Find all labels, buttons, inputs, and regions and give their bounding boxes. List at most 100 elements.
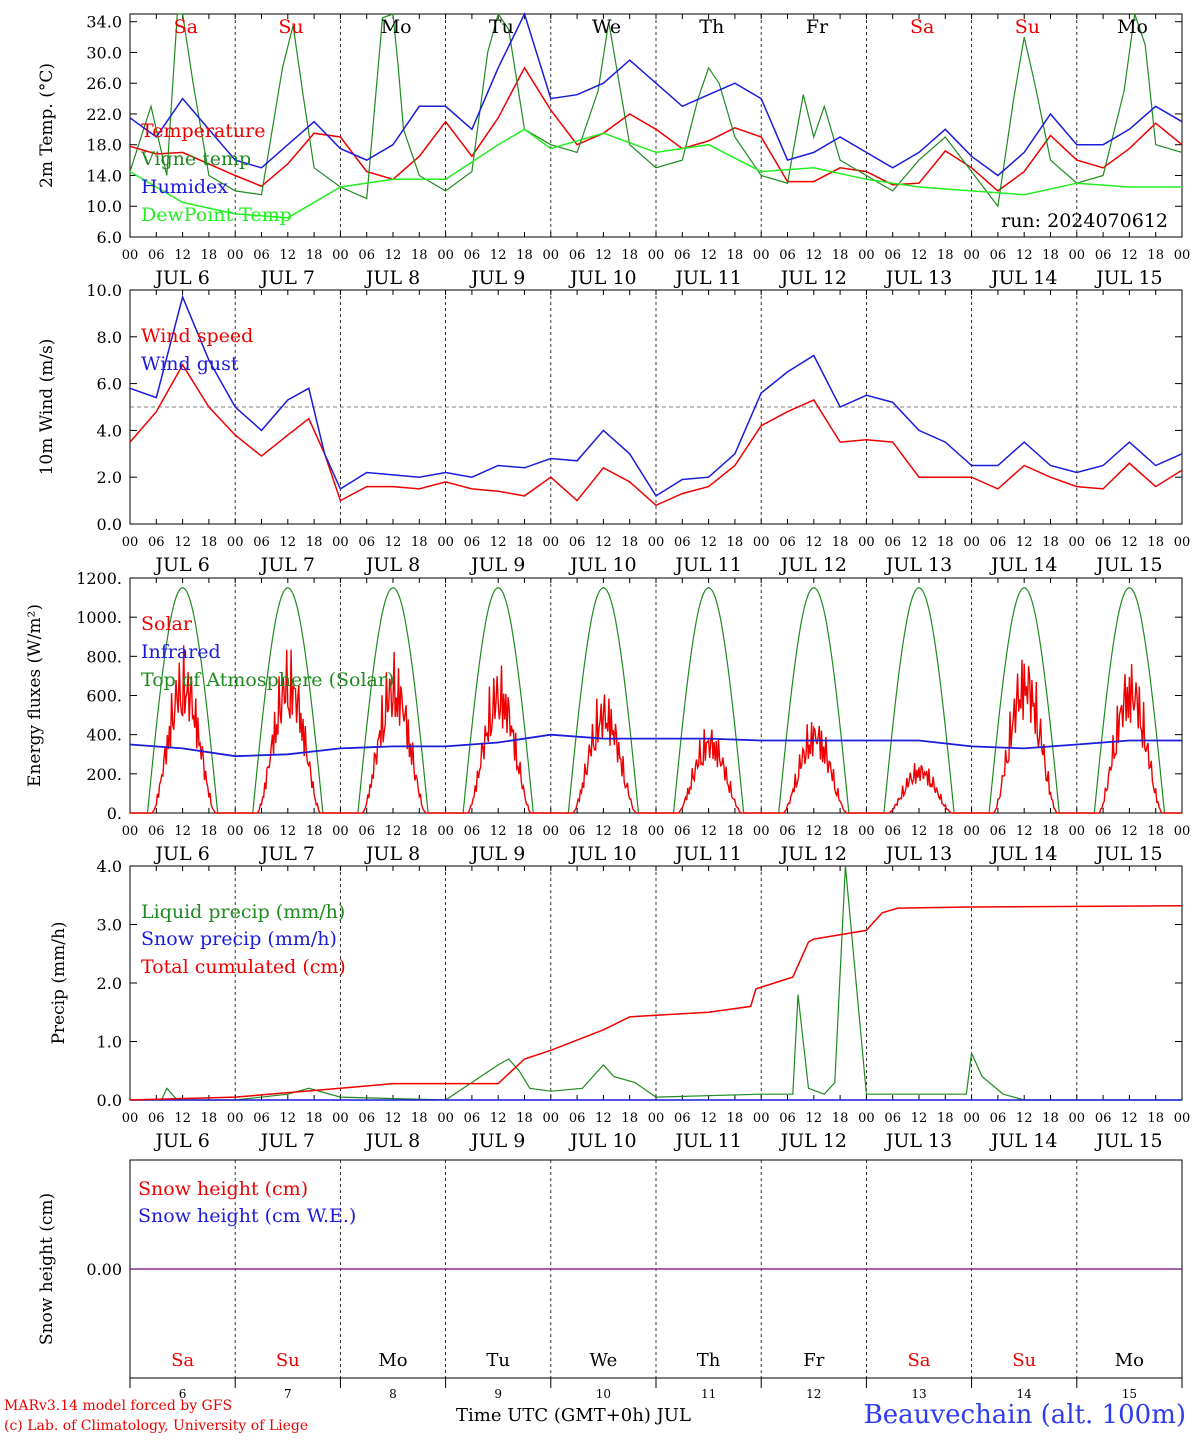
legend-entry: Infrared: [141, 641, 221, 663]
series-dewpoint-temp: [129, 128, 1182, 219]
date-label: JUL 8: [364, 554, 420, 576]
hour-tick-label: 12: [595, 1111, 612, 1126]
day-name-top: Th: [699, 16, 724, 38]
hour-tick-label: 12: [385, 824, 402, 839]
y-tick-label: 600.: [86, 687, 122, 706]
y-tick-label: 10.0: [86, 197, 122, 216]
hour-tick-label: 18: [1147, 535, 1164, 550]
hour-tick-label: 18: [937, 1111, 954, 1126]
day-number-label: 9: [494, 1387, 502, 1401]
y-tick-label: 6.0: [97, 375, 122, 394]
hour-tick-label: 06: [884, 248, 901, 263]
date-label: JUL 10: [568, 1130, 636, 1152]
hour-tick-label: 00: [227, 535, 244, 550]
date-label: JUL 10: [568, 267, 636, 289]
legend-entry: Humidex: [141, 176, 228, 198]
date-label: JUL 6: [153, 267, 209, 289]
y-tick-label: 200.: [86, 765, 122, 784]
hour-tick-label: 18: [1042, 248, 1059, 263]
hour-tick-label: 00: [332, 824, 349, 839]
hour-tick-label: 18: [1042, 535, 1059, 550]
day-name-bottom: Tu: [486, 1350, 510, 1371]
legend-entry: Solar: [141, 613, 193, 635]
hour-tick-label: 06: [990, 824, 1007, 839]
date-label: JUL 7: [259, 1130, 315, 1152]
day-number-label: 15: [1122, 1387, 1137, 1401]
hour-tick-label: 06: [1095, 1111, 1112, 1126]
hour-tick-label: 12: [595, 824, 612, 839]
hour-tick-label: 18: [306, 248, 323, 263]
y-tick-label: 2.0: [97, 468, 122, 487]
hour-tick-label: 00: [1174, 1111, 1191, 1126]
hour-tick-label: 06: [253, 248, 270, 263]
day-name-top: Su: [278, 16, 303, 38]
hour-tick-label: 18: [516, 535, 533, 550]
hour-tick-label: 06: [253, 824, 270, 839]
hour-tick-label: 06: [779, 824, 796, 839]
hour-tick-label: 00: [648, 1111, 665, 1126]
date-label: JUL 12: [779, 1130, 847, 1152]
hour-tick-label: 12: [911, 824, 928, 839]
hour-tick-label: 12: [174, 535, 191, 550]
hour-tick-label: 06: [358, 535, 375, 550]
date-label: JUL 8: [364, 267, 420, 289]
hour-tick-label: 00: [753, 535, 770, 550]
series-solar: [130, 645, 1182, 814]
hour-tick-label: 18: [621, 824, 638, 839]
date-label: JUL 15: [1094, 267, 1162, 289]
y-tick-label: 800.: [86, 647, 122, 666]
date-label: JUL 12: [779, 267, 847, 289]
hour-tick-label: 12: [1016, 1111, 1033, 1126]
hour-tick-label: 18: [1042, 1111, 1059, 1126]
hour-tick-label: 12: [806, 1111, 823, 1126]
day-name-top: We: [592, 16, 621, 38]
y-tick-label: 400.: [86, 726, 122, 745]
y-tick-label: 0.0: [97, 515, 122, 534]
hour-tick-label: 18: [937, 824, 954, 839]
hour-tick-label: 12: [700, 248, 717, 263]
hour-tick-label: 00: [648, 824, 665, 839]
hour-tick-label: 12: [385, 535, 402, 550]
date-label: JUL 9: [469, 267, 525, 289]
day-name-bottom: Mo: [1115, 1350, 1144, 1371]
hour-tick-label: 18: [621, 535, 638, 550]
hour-tick-label: 06: [569, 1111, 586, 1126]
hour-tick-label: 12: [1121, 1111, 1138, 1126]
hour-tick-label: 18: [937, 248, 954, 263]
legend-entry: Vigne temp: [140, 148, 251, 170]
date-label: JUL 7: [259, 843, 315, 865]
date-label: JUL 12: [779, 554, 847, 576]
hour-tick-label: 18: [727, 824, 744, 839]
y-tick-label: 0.: [107, 804, 122, 823]
hour-tick-label: 12: [174, 1111, 191, 1126]
hour-tick-label: 12: [806, 248, 823, 263]
y-tick-label: 18.0: [86, 136, 122, 155]
hour-tick-label: 00: [332, 535, 349, 550]
y-axis-label: Energy fluxes (W/m²): [25, 604, 45, 787]
hour-tick-label: 06: [148, 535, 165, 550]
date-label: JUL 11: [673, 554, 741, 576]
hour-tick-label: 18: [621, 248, 638, 263]
legend-entry: Snow height (cm W.E.): [138, 1205, 356, 1227]
day-name-top: Mo: [1117, 16, 1148, 38]
hour-tick-label: 12: [1121, 824, 1138, 839]
day-number-label: 8: [389, 1387, 397, 1401]
day-name-bottom: Sa: [907, 1350, 930, 1371]
hour-tick-label: 00: [227, 824, 244, 839]
y-axis-label: 2m Temp. (°C): [37, 63, 57, 188]
hour-tick-label: 12: [490, 1111, 507, 1126]
date-label: JUL 15: [1094, 1130, 1162, 1152]
date-label: JUL 15: [1094, 554, 1162, 576]
legend-entry: Temperature: [141, 120, 265, 142]
hour-tick-label: 00: [437, 248, 454, 263]
legend-entry: Snow height (cm): [138, 1178, 308, 1200]
hour-tick-label: 18: [1042, 824, 1059, 839]
hour-tick-label: 06: [884, 824, 901, 839]
legend-entry: Liquid precip (mm/h): [141, 901, 345, 923]
hour-tick-label: 18: [201, 824, 218, 839]
hour-tick-label: 00: [122, 535, 139, 550]
hour-tick-label: 12: [911, 1111, 928, 1126]
y-axis-label: 10m Wind (m/s): [37, 339, 57, 476]
date-label: JUL 11: [673, 1130, 741, 1152]
